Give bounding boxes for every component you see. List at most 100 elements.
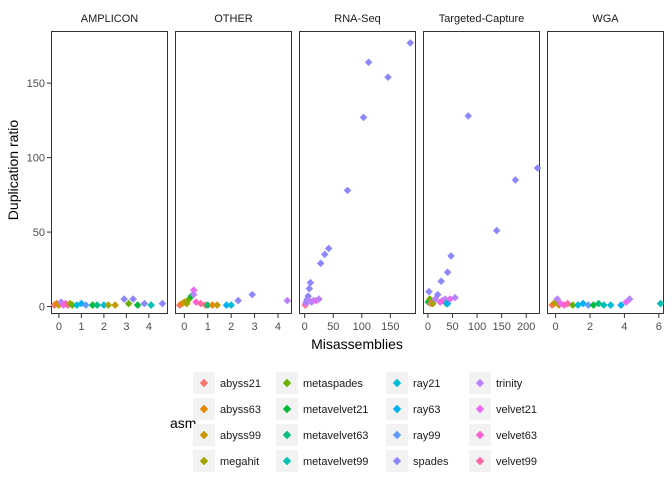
legend-key-marker	[392, 456, 402, 466]
data-point-trinity	[189, 290, 198, 299]
data-point-spades	[129, 295, 137, 303]
data-point-spades	[320, 250, 329, 259]
x-tick-label: 4	[275, 321, 281, 333]
data-point-spades	[443, 268, 452, 277]
facet-strip-label: RNA-Seq	[334, 13, 380, 25]
legend: asm abyss21 abyss63 abyss99 megahit metaspad…	[170, 372, 537, 472]
data-point-abyss99	[213, 301, 221, 309]
legend-key-marker	[475, 404, 485, 414]
data-point-ray63	[222, 301, 231, 309]
data-point-spades	[433, 290, 442, 299]
data-point-ray21	[227, 301, 235, 309]
legend-key-marker	[392, 430, 402, 440]
legend-key-marker	[282, 456, 292, 466]
data-point-spades	[140, 299, 149, 308]
x-tick-label: 1	[78, 321, 84, 333]
points	[50, 295, 167, 309]
data-point-trinity	[441, 295, 449, 303]
facet-amplicon: AMPLICON 0 1 2 3 4	[50, 6, 168, 333]
x-tick-label: 2	[587, 321, 593, 333]
legend-item-label: trinity	[496, 378, 523, 390]
data-point-ray63	[617, 301, 625, 309]
x-tick-label: 4	[146, 321, 152, 333]
points	[424, 112, 542, 308]
facet-other: OTHER 0 1 2 3 4	[175, 6, 292, 333]
legend-key-marker	[475, 378, 485, 388]
data-point-trinity	[553, 295, 562, 303]
x-tick-label: 100	[353, 321, 371, 333]
data-point-trinity	[57, 298, 65, 306]
facet-strip-label: WGA	[592, 13, 619, 25]
legend-item-label: metavelvet99	[303, 456, 368, 468]
facet-rna-seq: RNA-Seq 0 50 100 150	[299, 6, 416, 333]
x-tick-label: 0	[553, 321, 559, 333]
data-point-spades	[511, 176, 520, 184]
facet-strip	[175, 6, 292, 31]
legend-item-label: velvet63	[496, 430, 537, 442]
data-point-spades	[343, 186, 352, 195]
legend-key-marker	[392, 378, 402, 388]
legend-item-megahit: megahit	[193, 450, 259, 472]
facet-strip-label: OTHER	[214, 13, 253, 25]
data-point-velvet21	[436, 298, 445, 306]
legend-item-abyss21: abyss21	[193, 372, 261, 394]
data-point-abyss21	[175, 301, 184, 309]
data-point-megahit	[182, 299, 191, 308]
data-point-velvet21	[446, 295, 454, 303]
legend-item-label: metaspades	[303, 378, 363, 390]
data-point-spades	[406, 39, 415, 47]
legend-item-ray21: ray21	[386, 372, 441, 394]
data-point-metaspades	[426, 295, 434, 303]
data-point-velvet99	[563, 299, 572, 308]
legend-key-marker	[282, 378, 292, 388]
data-point-abyss99	[111, 301, 119, 309]
facet-strip-label: Targeted-Capture	[439, 13, 525, 25]
y-tick-label: 50	[33, 227, 45, 239]
legend-key-marker	[475, 456, 485, 466]
data-point-spades	[492, 226, 501, 235]
data-point-metaspades	[569, 301, 577, 309]
data-point-abyss99	[180, 298, 189, 306]
legend-item-abyss99: abyss99	[193, 424, 261, 446]
x-tick-label: 200	[517, 321, 535, 333]
data-point-metavelvet99	[147, 301, 155, 309]
data-point-spades	[158, 299, 167, 308]
data-point-spades	[324, 244, 333, 253]
data-point-metaspades	[185, 295, 193, 303]
legend-item-metaspades: metaspades	[276, 372, 363, 394]
facet-wga: WGA 0 2 4 6	[547, 6, 665, 333]
data-point-trinity	[451, 293, 459, 302]
legend-item-metavelvet63: metavelvet63	[276, 424, 368, 446]
legend-item-label: velvet21	[496, 404, 537, 416]
legend-item-label: abyss21	[220, 378, 261, 390]
x-tick-label: 0	[302, 321, 308, 333]
panel-border	[51, 31, 168, 314]
points	[548, 295, 665, 309]
data-point-spades	[533, 164, 542, 172]
x-tick-label: 50	[327, 321, 339, 333]
legend-item-velvet21: velvet21	[469, 398, 537, 420]
facet-panels: 0 50 100 150 AMPLICON 0 1 2 3 4 OTHER 0 1 2 3 4 RNA-Seq 0…	[27, 6, 665, 333]
x-tick-label: 100	[468, 321, 486, 333]
data-point-metaspades	[124, 299, 133, 308]
data-point-ray63	[579, 299, 587, 308]
x-tick-label: 3	[251, 321, 257, 333]
legend-item-label: metavelvet21	[303, 404, 368, 416]
data-point-metavelvet63	[93, 301, 101, 309]
data-point-spades	[306, 278, 315, 287]
legend-item-metavelvet21: metavelvet21	[276, 398, 368, 420]
legend-key-marker	[282, 430, 292, 440]
legend-item-velvet63: velvet63	[469, 424, 537, 446]
data-point-metavelvet21	[133, 301, 142, 309]
legend-key-marker	[199, 456, 209, 466]
data-point-spades	[464, 112, 473, 120]
legend-item-label: ray21	[413, 378, 441, 390]
facet-strip	[423, 6, 540, 31]
legend-key-marker	[282, 404, 292, 414]
data-point-metavelvet63	[203, 301, 212, 309]
legend-item-label: spades	[413, 456, 449, 468]
legend-item-trinity: trinity	[469, 372, 523, 394]
panel-border	[175, 31, 292, 314]
data-point-trinity	[304, 296, 313, 305]
